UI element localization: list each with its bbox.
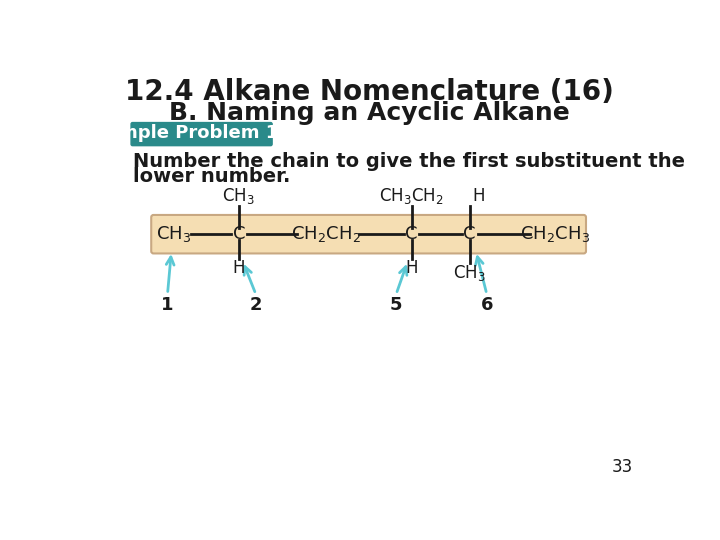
Text: C: C xyxy=(233,225,245,243)
Text: C: C xyxy=(464,225,476,243)
Text: 6: 6 xyxy=(480,296,493,314)
Text: CH$_3$CH$_2$: CH$_3$CH$_2$ xyxy=(379,186,444,206)
Text: 5: 5 xyxy=(390,296,402,314)
Text: CH$_2$CH$_3$: CH$_2$CH$_3$ xyxy=(520,224,590,244)
Text: 33: 33 xyxy=(611,458,632,476)
Text: CH$_3$: CH$_3$ xyxy=(222,186,255,206)
FancyBboxPatch shape xyxy=(131,123,272,146)
Text: CH$_3$: CH$_3$ xyxy=(156,224,192,244)
Text: H: H xyxy=(405,259,418,277)
Text: C: C xyxy=(405,225,418,243)
Text: Number the chain to give the first substituent the: Number the chain to give the first subst… xyxy=(132,152,685,171)
FancyBboxPatch shape xyxy=(151,215,586,253)
Text: lower number.: lower number. xyxy=(132,167,290,186)
Text: H: H xyxy=(233,259,245,277)
Text: 12.4 Alkane Nomenclature (16): 12.4 Alkane Nomenclature (16) xyxy=(125,78,613,106)
Text: CH$_2$CH$_2$: CH$_2$CH$_2$ xyxy=(292,224,361,244)
Text: CH$_3$: CH$_3$ xyxy=(454,262,486,283)
Text: 2: 2 xyxy=(250,296,262,314)
Text: Sample Problem 12.4: Sample Problem 12.4 xyxy=(94,124,310,143)
Text: B. Naming an Acyclic Alkane: B. Naming an Acyclic Alkane xyxy=(168,100,570,125)
Text: H: H xyxy=(473,187,485,205)
Text: 1: 1 xyxy=(161,296,174,314)
